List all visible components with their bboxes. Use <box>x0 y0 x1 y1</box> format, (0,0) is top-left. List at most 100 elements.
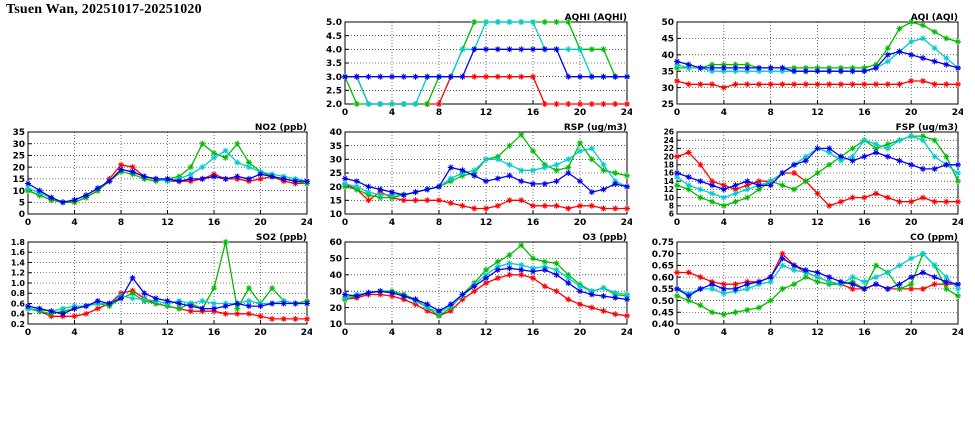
aqi-ytick: 45 <box>661 35 674 45</box>
no2-ytick: 20 <box>12 163 25 173</box>
rsp-xtick: 12 <box>480 218 493 228</box>
so2-ytick: 0.8 <box>11 289 26 298</box>
fsp-markers-cyan <box>674 133 961 201</box>
fsp-title: FSP (ug/m3) <box>896 123 958 133</box>
chart-no2: 0 5 10 15 20 25 30 35 0 4 8 12 16 20 24 NO2 (ppb) <box>2 122 312 230</box>
aqhi-title: AQHI (AQHI) <box>565 13 627 23</box>
o3-ytick: 50 <box>329 255 342 265</box>
co-ytick: 0.75 <box>652 238 674 248</box>
rsp-title: RSP (ug/m3) <box>564 123 627 133</box>
fsp-ytick: 22 <box>664 144 674 153</box>
co-ytick: 0.45 <box>652 309 674 319</box>
no2-ytick: 25 <box>12 152 25 162</box>
fsp-ytick: 20 <box>664 152 674 161</box>
rsp-markers-red <box>342 180 630 212</box>
no2-xtick: 20 <box>254 218 267 228</box>
no2-xtick: 8 <box>118 218 124 228</box>
aqhi-plot: 2.0 2.5 3.0 3.5 4.0 4.5 5.0 0 4 8 12 16 20 24 AQHI (AQ… <box>326 13 632 118</box>
co-xtick: 20 <box>905 328 918 338</box>
aqhi-ytick: 3.5 <box>326 59 342 69</box>
no2-ytick: 10 <box>12 187 25 197</box>
rsp-xtick: 0 <box>342 218 348 228</box>
aqi-ytick: 25 <box>661 100 674 110</box>
co-plot: 0.400.45 0.50 0.55 0.600.65 0.70 0.75 0 4 8 12 16 2… <box>652 233 963 338</box>
so2-xtick: 12 <box>161 328 174 338</box>
no2-xtick: 0 <box>25 218 31 228</box>
aqi-markers-green <box>674 19 961 71</box>
no2-xtick: 12 <box>161 218 174 228</box>
so2-ytick: 0.2 <box>11 320 25 329</box>
o3-xtick: 4 <box>389 328 395 338</box>
aqi-ytick: 35 <box>661 67 674 77</box>
aqhi-ytick: 2.5 <box>326 87 342 97</box>
fsp-xtick: 0 <box>674 218 680 228</box>
fsp-ytick: 16 <box>664 169 674 178</box>
page-title: Tsuen Wan, 20251017-20251020 <box>6 2 202 17</box>
chart-aqhi: 2.0 2.5 3.0 3.5 4.0 4.5 5.0 0 4 8 12 16 20 24 AQHI (AQ… <box>319 12 632 120</box>
co-ytick: 0.70 <box>652 250 674 260</box>
chart-o3: 10 20 30 40 50 60 0 4 8 12 16 20 24 O3 (ppb) <box>319 232 632 340</box>
o3-xtick: 16 <box>527 328 540 338</box>
o3-ytick: 20 <box>329 304 342 314</box>
no2-ytick: 5 <box>19 199 25 209</box>
no2-ytick: 30 <box>12 140 25 150</box>
so2-ytick: 1.8 <box>11 238 26 247</box>
no2-xtick: 16 <box>208 218 221 228</box>
so2-ytick: 1.4 <box>11 258 26 267</box>
fsp-xtick: 12 <box>811 218 824 228</box>
co-ytick: 0.60 <box>652 273 674 283</box>
fsp-ytick: 24 <box>664 136 674 145</box>
co-xtick: 8 <box>768 328 774 338</box>
co-markers-blue <box>674 255 961 299</box>
chart-aqi: 25 30 35 40 45 50 0 4 8 12 16 20 24 AQI (AQI) <box>651 12 963 120</box>
aqi-ytick: 40 <box>661 51 674 61</box>
chart-so2: 0.2 0.4 0.6 0.8 1.0 1.2 1.4 1.6 1.8 0 4 8 12 16 20 24 SO… <box>2 232 312 340</box>
co-ytick: 0.65 <box>652 262 674 272</box>
aqhi-ytick: 3.0 <box>326 73 342 83</box>
so2-xtick: 24 <box>301 328 312 338</box>
co-xtick: 16 <box>858 328 871 338</box>
aqhi-xtick: 16 <box>527 108 540 118</box>
aqi-xtick: 16 <box>858 108 871 118</box>
o3-xtick: 24 <box>621 328 632 338</box>
co-ytick: 0.40 <box>652 320 674 330</box>
o3-xtick: 8 <box>436 328 442 338</box>
aqhi-ytick: 4.0 <box>326 46 342 56</box>
fsp-xtick: 20 <box>905 218 918 228</box>
fsp-ytick: 6 <box>669 210 674 219</box>
no2-ytick: 0 <box>19 210 25 220</box>
so2-xtick: 20 <box>254 328 267 338</box>
aqhi-ytick: 4.5 <box>326 32 342 42</box>
o3-xtick: 0 <box>342 328 348 338</box>
o3-title: O3 (ppb) <box>582 233 627 243</box>
o3-ytick: 40 <box>329 271 342 281</box>
rsp-ytick: 30 <box>329 156 342 166</box>
aqhi-ytick: 5.0 <box>326 18 342 28</box>
rsp-ytick: 20 <box>329 183 342 193</box>
so2-xtick: 4 <box>71 328 77 338</box>
fsp-ytick: 10 <box>664 193 674 202</box>
aqhi-markers-blue <box>342 46 630 80</box>
o3-ytick: 10 <box>329 320 342 330</box>
aqi-xtick: 20 <box>905 108 918 118</box>
fsp-ytick: 12 <box>664 185 674 194</box>
no2-xtick: 24 <box>301 218 312 228</box>
so2-xtick: 8 <box>118 328 124 338</box>
aqi-xtick: 24 <box>952 108 963 118</box>
so2-ytick: 0.4 <box>11 310 26 319</box>
o3-ytick: 60 <box>329 238 342 248</box>
o3-plot: 10 20 30 40 50 60 0 4 8 12 16 20 24 O3 (ppb) <box>329 233 632 338</box>
aqi-xtick: 8 <box>768 108 774 118</box>
aqhi-ytick: 2.0 <box>326 100 342 110</box>
so2-xtick: 16 <box>208 328 221 338</box>
so2-xtick: 0 <box>25 328 31 338</box>
fsp-ytick: 14 <box>664 177 674 186</box>
no2-markers-blue <box>25 166 310 206</box>
rsp-xtick: 8 <box>436 218 442 228</box>
aqi-xtick: 0 <box>674 108 680 118</box>
no2-ytick: 35 <box>12 128 25 138</box>
rsp-xtick: 4 <box>389 218 395 228</box>
aqhi-xtick: 8 <box>436 108 442 118</box>
so2-ytick: 1.6 <box>11 248 26 257</box>
